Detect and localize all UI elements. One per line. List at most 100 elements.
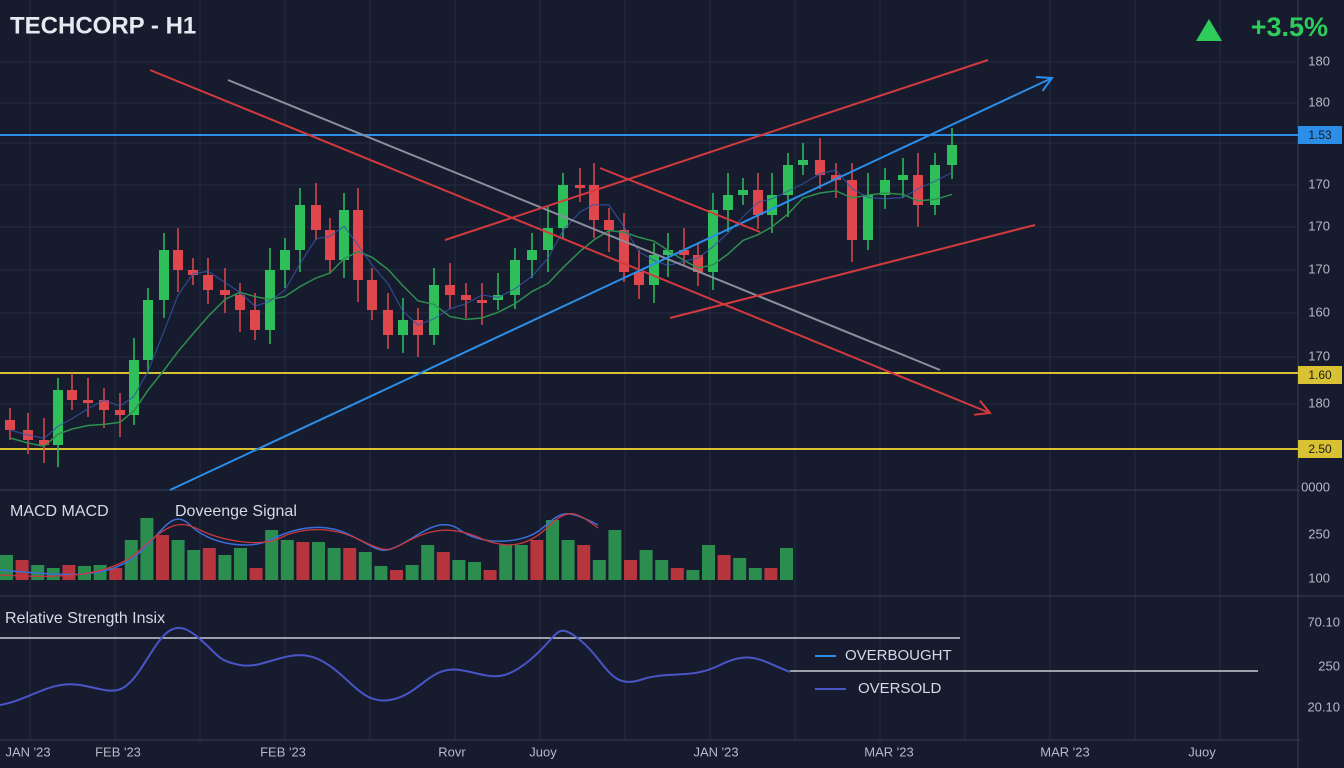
candle-body bbox=[693, 255, 703, 272]
candle-body bbox=[831, 175, 841, 180]
candle-body bbox=[604, 220, 614, 230]
macd-label: MACD MACD bbox=[10, 503, 109, 520]
arrow-head bbox=[1035, 75, 1054, 92]
symbol-title: TECHCORP - H1 bbox=[10, 12, 196, 39]
candle-body bbox=[99, 400, 109, 410]
candle-body bbox=[250, 310, 260, 330]
candle-body bbox=[913, 175, 923, 205]
time-axis-label: FEB '23 bbox=[95, 744, 141, 759]
price-axis-label: 170 bbox=[1308, 261, 1330, 276]
macd-bar bbox=[296, 542, 310, 580]
macd-bar bbox=[748, 568, 762, 580]
macd-bar bbox=[327, 548, 341, 580]
candle-body bbox=[663, 250, 673, 255]
candle-body bbox=[235, 295, 245, 310]
macd-bar bbox=[561, 540, 575, 580]
trend-line bbox=[444, 59, 989, 241]
macd-bar bbox=[530, 540, 544, 580]
candle-body bbox=[649, 255, 659, 285]
price-tag-label: 1.53 bbox=[1308, 128, 1332, 142]
macd-line bbox=[0, 513, 599, 576]
candle-body bbox=[325, 230, 335, 260]
drawings bbox=[0, 59, 1298, 706]
macd-bar bbox=[374, 566, 388, 580]
candle-body bbox=[398, 320, 408, 335]
trend-line bbox=[599, 167, 761, 233]
trend-line bbox=[669, 224, 1036, 319]
macd-bar bbox=[280, 540, 294, 580]
price-axis-label: 170 bbox=[1308, 176, 1330, 191]
legend-overbought: OVERBOUGHT bbox=[845, 647, 952, 664]
candle-body bbox=[589, 185, 599, 220]
macd-bar bbox=[15, 560, 29, 580]
candle-body bbox=[863, 195, 873, 240]
price-axis-label: 180 bbox=[1308, 94, 1330, 109]
macd-axis-label: 250 bbox=[1308, 526, 1330, 541]
trend-line bbox=[149, 69, 991, 414]
macd-bar bbox=[686, 570, 700, 580]
macd-bar bbox=[312, 542, 325, 580]
macd-bar bbox=[249, 568, 263, 580]
macd-bar bbox=[156, 535, 169, 580]
moving-average bbox=[9, 169, 953, 439]
candle-body bbox=[159, 250, 169, 300]
arrow-head bbox=[973, 399, 992, 416]
rsi-label: Relative Strength Insix bbox=[5, 610, 165, 627]
moving-average bbox=[9, 190, 953, 448]
price-tag-label: 1.60 bbox=[1308, 368, 1332, 382]
price-axis-label: 170 bbox=[1308, 218, 1330, 233]
macd-bar bbox=[358, 552, 372, 580]
legend-oversold: OVERSOLD bbox=[858, 680, 942, 697]
candle-body bbox=[738, 190, 748, 195]
macd-bar bbox=[218, 555, 232, 580]
candle-body bbox=[798, 160, 808, 165]
candle-body bbox=[413, 320, 423, 335]
candle-body bbox=[188, 270, 198, 275]
macd-bar bbox=[670, 568, 684, 580]
candle-body bbox=[339, 210, 349, 260]
time-axis-label: JAN '23 bbox=[5, 744, 50, 759]
macd-bar bbox=[390, 570, 403, 580]
macd-bar bbox=[655, 560, 669, 580]
candle-body bbox=[445, 285, 455, 295]
candle-body bbox=[39, 440, 49, 445]
macd-bar bbox=[717, 555, 731, 580]
macd-bar bbox=[405, 565, 419, 580]
candle-body bbox=[67, 390, 77, 400]
price-tag bbox=[1298, 366, 1342, 384]
candle-body bbox=[383, 310, 393, 335]
up-arrow bbox=[1196, 19, 1222, 41]
candle-body bbox=[634, 272, 644, 285]
time-axis-label: Juoy bbox=[529, 744, 557, 759]
candle-body bbox=[783, 165, 793, 195]
macd-bar bbox=[202, 548, 216, 580]
macd-bar bbox=[608, 530, 622, 580]
macd-bar bbox=[171, 540, 185, 580]
candle-body bbox=[220, 290, 230, 295]
macd-bar bbox=[702, 545, 715, 580]
macd-bar bbox=[577, 545, 591, 580]
macd-bar bbox=[421, 545, 435, 580]
candle-body bbox=[5, 420, 15, 430]
macd-bar bbox=[639, 550, 653, 580]
candle-body bbox=[129, 360, 139, 415]
candle-body bbox=[311, 205, 321, 230]
macd-bar bbox=[265, 530, 279, 580]
macd-bar bbox=[499, 545, 513, 580]
trend-line bbox=[227, 79, 941, 371]
trend-line bbox=[169, 77, 1053, 491]
candle-body bbox=[115, 410, 125, 415]
macd-signal-label: Doveenge Signal bbox=[175, 503, 297, 520]
time-axis-label: JAN '23 bbox=[693, 744, 738, 759]
grid bbox=[0, 0, 1298, 740]
macd-bar bbox=[187, 550, 201, 580]
candle-body bbox=[558, 185, 568, 228]
price-axis-label: 180 bbox=[1308, 395, 1330, 410]
macd-bar bbox=[0, 555, 13, 580]
candle-body bbox=[723, 195, 733, 210]
candle-body bbox=[203, 275, 213, 290]
price-axis-label: 180 bbox=[1308, 53, 1330, 68]
macd-bar bbox=[62, 565, 76, 580]
time-axis-label: FEB '23 bbox=[260, 744, 306, 759]
